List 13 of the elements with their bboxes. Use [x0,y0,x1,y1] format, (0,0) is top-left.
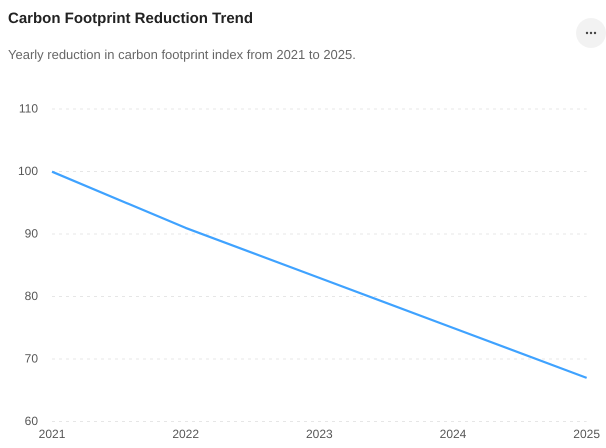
x-tick-label: 2021 [38,427,66,442]
x-tick-label: 2022 [172,427,200,442]
y-tick-label: 60 [24,414,38,428]
chart-title: Carbon Footprint Reduction Trend [8,10,253,27]
x-tick-label: 2025 [573,427,600,442]
x-tick-label: 2023 [306,427,334,442]
y-tick-label: 70 [24,351,38,366]
y-tick-label: 90 [24,226,38,240]
y-tick-label: 110 [18,102,38,116]
x-tick-label: 2024 [440,427,467,442]
chart-subtitle: Yearly reduction in carbon footprint index from 2021 to 2025. [8,47,356,62]
y-tick-label: 100 [18,164,38,178]
y-tick-label: 80 [24,288,38,303]
